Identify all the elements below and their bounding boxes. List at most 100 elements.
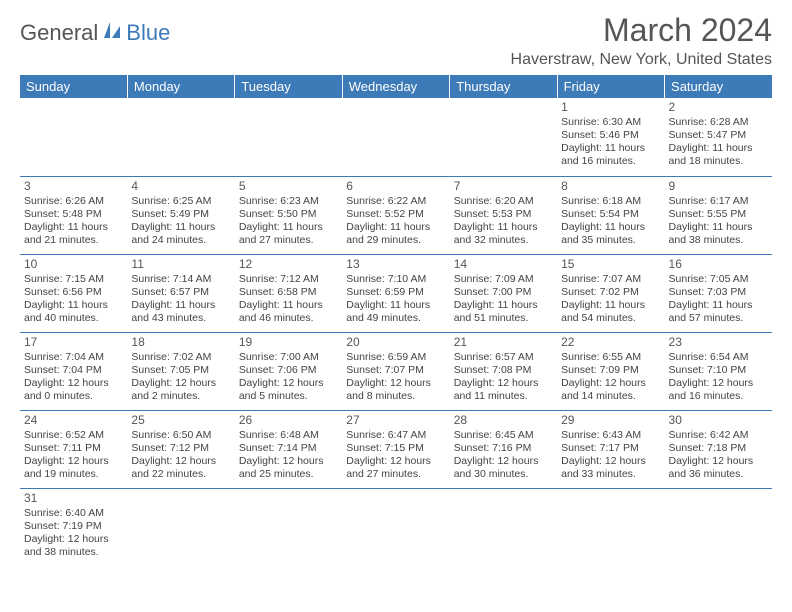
day-info-line: and 16 minutes.: [561, 155, 660, 168]
logo-sail-icon: [102, 20, 124, 46]
day-info-line: and 24 minutes.: [131, 234, 230, 247]
day-info-line: Sunrise: 6:55 AM: [561, 351, 660, 364]
day-info-line: Daylight: 11 hours: [239, 299, 338, 312]
calendar-cell: 5Sunrise: 6:23 AMSunset: 5:50 PMDaylight…: [235, 176, 342, 254]
calendar-cell: 27Sunrise: 6:47 AMSunset: 7:15 PMDayligh…: [342, 410, 449, 488]
day-info-line: Daylight: 11 hours: [561, 142, 660, 155]
day-info-line: Sunset: 7:03 PM: [669, 286, 768, 299]
weekday-header: Friday: [557, 75, 664, 98]
calendar-cell: 22Sunrise: 6:55 AMSunset: 7:09 PMDayligh…: [557, 332, 664, 410]
day-number: 29: [561, 413, 660, 428]
day-info-line: Sunrise: 6:20 AM: [454, 195, 553, 208]
day-info-line: and 16 minutes.: [669, 390, 768, 403]
day-info-line: Sunset: 6:57 PM: [131, 286, 230, 299]
day-info-line: and 22 minutes.: [131, 468, 230, 481]
day-info-line: Sunrise: 6:23 AM: [239, 195, 338, 208]
day-info-line: Daylight: 12 hours: [454, 377, 553, 390]
day-info-line: Sunset: 6:56 PM: [24, 286, 123, 299]
calendar-cell: 12Sunrise: 7:12 AMSunset: 6:58 PMDayligh…: [235, 254, 342, 332]
day-info-line: Sunset: 7:04 PM: [24, 364, 123, 377]
day-info-line: Sunset: 5:50 PM: [239, 208, 338, 221]
day-info-line: Sunrise: 6:17 AM: [669, 195, 768, 208]
day-info-line: Sunrise: 6:42 AM: [669, 429, 768, 442]
day-info-line: Sunset: 7:19 PM: [24, 520, 123, 533]
day-info-line: Sunset: 5:46 PM: [561, 129, 660, 142]
day-info-line: Sunset: 7:18 PM: [669, 442, 768, 455]
calendar-cell: 28Sunrise: 6:45 AMSunset: 7:16 PMDayligh…: [450, 410, 557, 488]
day-info-line: Sunset: 5:52 PM: [346, 208, 445, 221]
day-number: 10: [24, 257, 123, 272]
calendar-cell: 2Sunrise: 6:28 AMSunset: 5:47 PMDaylight…: [665, 98, 772, 176]
day-info-line: Daylight: 12 hours: [131, 377, 230, 390]
calendar-cell: 15Sunrise: 7:07 AMSunset: 7:02 PMDayligh…: [557, 254, 664, 332]
day-info-line: Daylight: 11 hours: [131, 299, 230, 312]
day-info-line: Daylight: 12 hours: [669, 455, 768, 468]
calendar-cell: 26Sunrise: 6:48 AMSunset: 7:14 PMDayligh…: [235, 410, 342, 488]
logo: General Blue: [20, 20, 170, 46]
page: General Blue March 2024 Haverstraw, New …: [0, 0, 792, 612]
day-info-line: Sunset: 5:53 PM: [454, 208, 553, 221]
day-number: 12: [239, 257, 338, 272]
day-info-line: Daylight: 11 hours: [561, 221, 660, 234]
day-info-line: and 27 minutes.: [239, 234, 338, 247]
calendar-cell: 10Sunrise: 7:15 AMSunset: 6:56 PMDayligh…: [20, 254, 127, 332]
day-info-line: Sunset: 7:16 PM: [454, 442, 553, 455]
day-info-line: Sunset: 6:58 PM: [239, 286, 338, 299]
day-number: 14: [454, 257, 553, 272]
day-number: 3: [24, 179, 123, 194]
day-info-line: Daylight: 11 hours: [669, 299, 768, 312]
day-info-line: Daylight: 11 hours: [669, 142, 768, 155]
day-info-line: Daylight: 12 hours: [24, 455, 123, 468]
day-info-line: Sunset: 7:07 PM: [346, 364, 445, 377]
calendar-row: 17Sunrise: 7:04 AMSunset: 7:04 PMDayligh…: [20, 332, 772, 410]
day-info-line: Sunrise: 6:59 AM: [346, 351, 445, 364]
day-info-line: Daylight: 12 hours: [24, 533, 123, 546]
calendar-cell: 17Sunrise: 7:04 AMSunset: 7:04 PMDayligh…: [20, 332, 127, 410]
header-row: SundayMondayTuesdayWednesdayThursdayFrid…: [20, 75, 772, 98]
day-info-line: Sunset: 7:08 PM: [454, 364, 553, 377]
weekday-header: Monday: [127, 75, 234, 98]
day-number: 2: [669, 100, 768, 115]
calendar-cell: 9Sunrise: 6:17 AMSunset: 5:55 PMDaylight…: [665, 176, 772, 254]
empty-cell: [127, 488, 234, 566]
day-info-line: and 38 minutes.: [24, 546, 123, 559]
day-number: 8: [561, 179, 660, 194]
day-info-line: Sunrise: 7:10 AM: [346, 273, 445, 286]
day-info-line: and 25 minutes.: [239, 468, 338, 481]
day-info-line: Daylight: 12 hours: [239, 455, 338, 468]
day-info-line: Daylight: 11 hours: [561, 299, 660, 312]
day-info-line: Sunset: 7:09 PM: [561, 364, 660, 377]
day-info-line: Sunrise: 7:05 AM: [669, 273, 768, 286]
day-info-line: and 43 minutes.: [131, 312, 230, 325]
day-info-line: and 54 minutes.: [561, 312, 660, 325]
day-number: 15: [561, 257, 660, 272]
day-info-line: Daylight: 11 hours: [346, 299, 445, 312]
day-info-line: Daylight: 12 hours: [561, 455, 660, 468]
day-info-line: Sunset: 5:54 PM: [561, 208, 660, 221]
empty-cell: [235, 98, 342, 176]
day-number: 24: [24, 413, 123, 428]
day-info-line: Daylight: 11 hours: [346, 221, 445, 234]
calendar-cell: 18Sunrise: 7:02 AMSunset: 7:05 PMDayligh…: [127, 332, 234, 410]
day-number: 16: [669, 257, 768, 272]
day-info-line: and 38 minutes.: [669, 234, 768, 247]
day-info-line: Sunrise: 6:45 AM: [454, 429, 553, 442]
day-info-line: Sunrise: 6:40 AM: [24, 507, 123, 520]
day-info-line: Sunset: 7:05 PM: [131, 364, 230, 377]
calendar-cell: 11Sunrise: 7:14 AMSunset: 6:57 PMDayligh…: [127, 254, 234, 332]
day-info-line: Daylight: 12 hours: [346, 455, 445, 468]
day-info-line: Daylight: 12 hours: [239, 377, 338, 390]
day-info-line: Sunrise: 7:09 AM: [454, 273, 553, 286]
day-number: 23: [669, 335, 768, 350]
day-info-line: Daylight: 12 hours: [131, 455, 230, 468]
calendar-cell: 14Sunrise: 7:09 AMSunset: 7:00 PMDayligh…: [450, 254, 557, 332]
day-info-line: and 19 minutes.: [24, 468, 123, 481]
day-info-line: and 49 minutes.: [346, 312, 445, 325]
day-info-line: and 51 minutes.: [454, 312, 553, 325]
day-number: 20: [346, 335, 445, 350]
day-info-line: and 8 minutes.: [346, 390, 445, 403]
day-number: 9: [669, 179, 768, 194]
day-number: 6: [346, 179, 445, 194]
calendar-row: 10Sunrise: 7:15 AMSunset: 6:56 PMDayligh…: [20, 254, 772, 332]
day-info-line: Sunset: 7:15 PM: [346, 442, 445, 455]
